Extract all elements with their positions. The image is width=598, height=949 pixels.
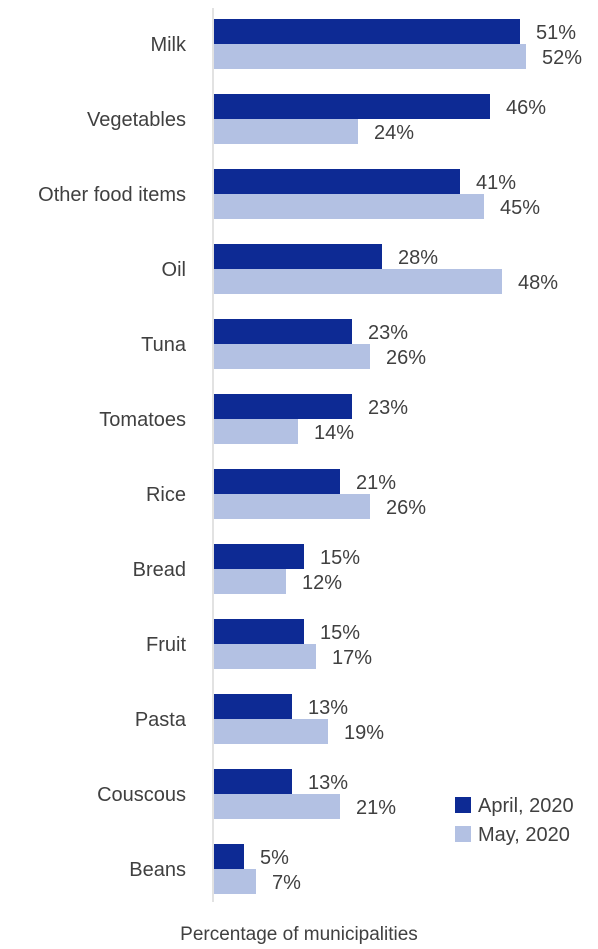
data-label: 15%	[320, 547, 360, 569]
data-label: 52%	[542, 47, 582, 69]
data-label: 23%	[368, 322, 408, 344]
bar-april	[214, 19, 520, 44]
category-label: Bread	[133, 559, 186, 581]
data-label: 13%	[308, 697, 348, 719]
bar-may	[214, 794, 340, 819]
category-label: Other food items	[38, 184, 186, 206]
bar-may	[214, 269, 502, 294]
data-label: 24%	[374, 122, 414, 144]
bar-may	[214, 119, 358, 144]
data-label: 17%	[332, 647, 372, 669]
bar-april	[214, 244, 382, 269]
legend: April, 2020 May, 2020	[455, 795, 574, 846]
bars-group	[214, 19, 526, 894]
bar-april	[214, 694, 292, 719]
category-label: Rice	[146, 484, 186, 506]
category-label: Fruit	[146, 634, 186, 656]
data-label: 23%	[368, 397, 408, 419]
bar-may	[214, 869, 256, 894]
bar-may	[214, 644, 316, 669]
category-label: Vegetables	[87, 109, 186, 131]
legend-label-may: May, 2020	[478, 824, 570, 846]
category-label: Pasta	[135, 709, 187, 731]
legend-label-april: April, 2020	[478, 795, 574, 817]
data-label: 26%	[386, 497, 426, 519]
legend-swatch-may	[455, 826, 471, 842]
data-label: 21%	[356, 472, 396, 494]
data-label: 48%	[518, 272, 558, 294]
data-label: 19%	[344, 722, 384, 744]
bar-may	[214, 344, 370, 369]
data-label: 12%	[302, 572, 342, 594]
data-label: 7%	[272, 872, 301, 894]
bar-april	[214, 544, 304, 569]
bar-april	[214, 169, 460, 194]
bar-april	[214, 769, 292, 794]
data-label: 5%	[260, 847, 289, 869]
category-label: Milk	[150, 34, 187, 56]
category-labels: Milk Vegetables Other food items Oil Tuna Tom…	[38, 34, 187, 881]
bar-april	[214, 844, 244, 869]
category-label: Tuna	[141, 334, 187, 356]
bar-april	[214, 469, 340, 494]
data-label: 26%	[386, 347, 426, 369]
category-label: Tomatoes	[99, 409, 186, 431]
legend-swatch-april	[455, 797, 471, 813]
bar-april	[214, 94, 490, 119]
bar-may	[214, 569, 286, 594]
bar-may	[214, 194, 484, 219]
data-label: 46%	[506, 97, 546, 119]
bar-may	[214, 419, 298, 444]
x-axis-title: Percentage of municipalities	[180, 924, 418, 945]
data-label: 21%	[356, 797, 396, 819]
value-labels: 51% 52% 46% 24% 41% 45% 28% 48% 23% 26% 23% 14% 21% 2…	[260, 22, 582, 894]
category-label: Beans	[129, 859, 186, 881]
data-label: 13%	[308, 772, 348, 794]
bar-april	[214, 394, 352, 419]
bar-may	[214, 494, 370, 519]
bar-april	[214, 619, 304, 644]
data-label: 28%	[398, 247, 438, 269]
data-label: 51%	[536, 22, 576, 44]
category-label: Oil	[162, 259, 186, 281]
data-label: 41%	[476, 172, 516, 194]
data-label: 14%	[314, 422, 354, 444]
bar-may	[214, 719, 328, 744]
bar-may	[214, 44, 526, 69]
data-label: 15%	[320, 622, 360, 644]
bar-april	[214, 319, 352, 344]
data-label: 45%	[500, 197, 540, 219]
category-label: Couscous	[97, 784, 186, 806]
